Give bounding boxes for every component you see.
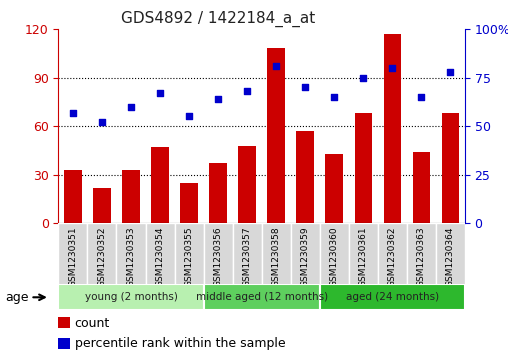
Point xyxy=(156,90,164,96)
Bar xyxy=(58,317,70,329)
Point xyxy=(243,88,251,94)
Text: percentile rank within the sample: percentile rank within the sample xyxy=(75,337,285,350)
Text: GSM1230362: GSM1230362 xyxy=(388,227,397,287)
Bar xyxy=(320,223,348,285)
Point xyxy=(214,96,222,102)
Text: GSM1230360: GSM1230360 xyxy=(330,227,339,287)
Point xyxy=(301,84,309,90)
Point xyxy=(98,119,106,125)
Point xyxy=(359,75,367,81)
Point xyxy=(185,114,193,119)
Bar xyxy=(355,113,372,223)
Bar xyxy=(233,223,262,285)
Bar xyxy=(407,223,436,285)
Bar xyxy=(320,284,465,310)
Text: GSM1230359: GSM1230359 xyxy=(301,227,310,287)
Bar xyxy=(122,170,140,223)
Bar xyxy=(326,154,343,223)
Bar xyxy=(145,223,175,285)
Bar xyxy=(348,223,378,285)
Bar xyxy=(204,223,233,285)
Text: age: age xyxy=(5,291,28,304)
Bar xyxy=(151,147,169,223)
Point xyxy=(272,63,280,69)
Bar xyxy=(58,284,204,310)
Text: GSM1230355: GSM1230355 xyxy=(184,227,194,287)
Bar xyxy=(93,188,111,223)
Text: GSM1230352: GSM1230352 xyxy=(98,227,107,287)
Bar xyxy=(87,223,116,285)
Bar xyxy=(297,131,314,223)
Point xyxy=(417,94,425,100)
Bar xyxy=(378,223,407,285)
Bar xyxy=(58,223,87,285)
Text: GSM1230361: GSM1230361 xyxy=(359,227,368,287)
Text: GSM1230356: GSM1230356 xyxy=(213,227,223,287)
Point xyxy=(127,104,135,110)
Text: GSM1230363: GSM1230363 xyxy=(417,227,426,287)
Bar xyxy=(441,113,459,223)
Bar xyxy=(262,223,291,285)
Bar xyxy=(58,338,70,349)
Point xyxy=(330,94,338,100)
Text: GSM1230358: GSM1230358 xyxy=(272,227,280,287)
Bar xyxy=(412,152,430,223)
Point xyxy=(388,65,396,71)
Bar xyxy=(209,163,227,223)
Bar xyxy=(64,170,82,223)
Text: GDS4892 / 1422184_a_at: GDS4892 / 1422184_a_at xyxy=(121,11,315,27)
Bar xyxy=(116,223,145,285)
Point xyxy=(446,69,454,75)
Point xyxy=(69,110,77,115)
Text: GSM1230364: GSM1230364 xyxy=(446,227,455,287)
Text: GSM1230353: GSM1230353 xyxy=(126,227,136,287)
Text: count: count xyxy=(75,317,110,330)
Bar xyxy=(436,223,465,285)
Bar xyxy=(238,146,256,223)
Bar xyxy=(175,223,204,285)
Text: GSM1230351: GSM1230351 xyxy=(69,227,77,287)
Text: GSM1230354: GSM1230354 xyxy=(155,227,165,287)
Bar xyxy=(267,48,285,223)
Bar xyxy=(180,183,198,223)
Bar xyxy=(291,223,320,285)
Text: young (2 months): young (2 months) xyxy=(84,292,177,302)
Bar xyxy=(204,284,320,310)
Text: middle aged (12 months): middle aged (12 months) xyxy=(196,292,328,302)
Text: GSM1230357: GSM1230357 xyxy=(243,227,251,287)
Text: aged (24 months): aged (24 months) xyxy=(345,292,439,302)
Bar xyxy=(384,34,401,223)
